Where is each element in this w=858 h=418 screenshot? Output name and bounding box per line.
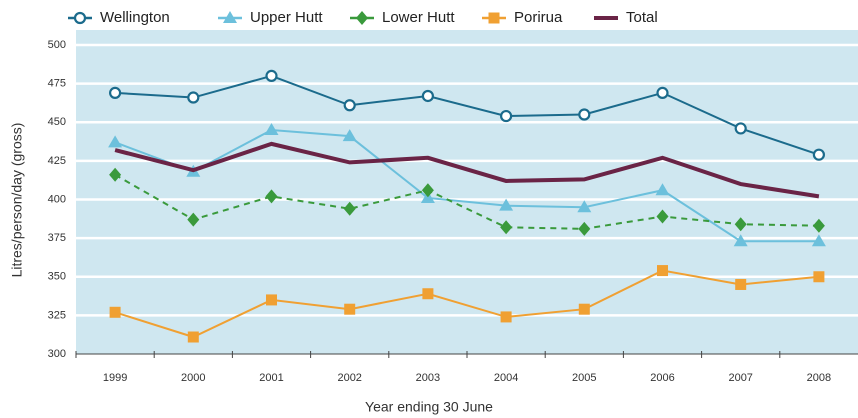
series-line [114, 141, 820, 199]
legend-label: Wellington [100, 9, 170, 26]
y-tick-label: 425 [48, 155, 66, 167]
legend-label: Lower Hutt [382, 9, 455, 26]
legend-marker [488, 12, 500, 24]
series-line [114, 269, 819, 339]
data-point [813, 271, 825, 283]
data-point [344, 303, 356, 315]
y-tick-label: 400 [48, 193, 66, 205]
data-point [656, 209, 669, 224]
data-point [811, 234, 826, 247]
data-point [109, 167, 122, 182]
data-point [578, 221, 591, 236]
x-tick-label: 2005 [572, 372, 596, 384]
data-point [266, 294, 277, 306]
x-tick-label: 2000 [181, 372, 205, 384]
legend-label: Total [626, 9, 658, 26]
series-line [115, 74, 820, 156]
series-line [114, 173, 819, 230]
x-tick-label: 2003 [416, 372, 440, 384]
x-tick-label: 2002 [337, 372, 361, 384]
x-tick-label: 2007 [728, 372, 752, 384]
y-tick-label: 375 [48, 232, 66, 244]
legend-label: Upper Hutt [250, 9, 323, 26]
data-point [812, 218, 825, 233]
data-point [500, 311, 512, 323]
data-point [499, 198, 514, 211]
y-axis-title: Litres/person/day (gross) [9, 123, 25, 278]
y-tick-label: 475 [48, 78, 66, 90]
data-point [656, 86, 669, 99]
data-point [265, 69, 278, 83]
data-point [187, 212, 200, 227]
x-tick-label: 2008 [807, 372, 831, 384]
data-point [578, 303, 590, 315]
data-point [187, 91, 200, 104]
y-tick-label: 450 [48, 116, 66, 128]
x-tick-label: 2006 [650, 372, 674, 384]
data-point [108, 135, 123, 148]
data-point [578, 108, 591, 121]
data-point [657, 265, 668, 277]
data-point [187, 331, 199, 343]
data-point [735, 278, 747, 290]
data-point [734, 122, 747, 135]
x-tick-label: 2004 [494, 372, 518, 384]
legend-marker [73, 11, 87, 25]
x-tick-label: 1999 [103, 372, 127, 384]
data-point [655, 183, 670, 196]
data-point [421, 183, 434, 198]
data-point [812, 148, 826, 161]
data-point [109, 306, 121, 318]
data-point [343, 201, 356, 216]
data-point [577, 200, 592, 213]
x-tick-label: 2001 [259, 372, 283, 384]
y-tick-label: 350 [48, 271, 66, 283]
y-tick-label: 300 [48, 348, 66, 360]
legend-label: Porirua [514, 9, 563, 26]
data-point [421, 89, 434, 103]
data-point [422, 288, 434, 300]
data-point [108, 86, 122, 99]
data-point [265, 189, 278, 204]
y-tick-label: 500 [48, 39, 66, 51]
data-point [264, 122, 279, 135]
data-point [733, 234, 748, 247]
data-point [342, 129, 357, 142]
data-point [734, 217, 747, 232]
x-axis-title: Year ending 30 June [365, 399, 493, 415]
series-line [114, 128, 819, 243]
data-point [500, 220, 513, 235]
legend-marker [356, 11, 368, 25]
data-point [343, 99, 356, 112]
data-point [500, 109, 513, 123]
legend-marker [223, 11, 237, 23]
y-tick-label: 325 [48, 309, 66, 321]
